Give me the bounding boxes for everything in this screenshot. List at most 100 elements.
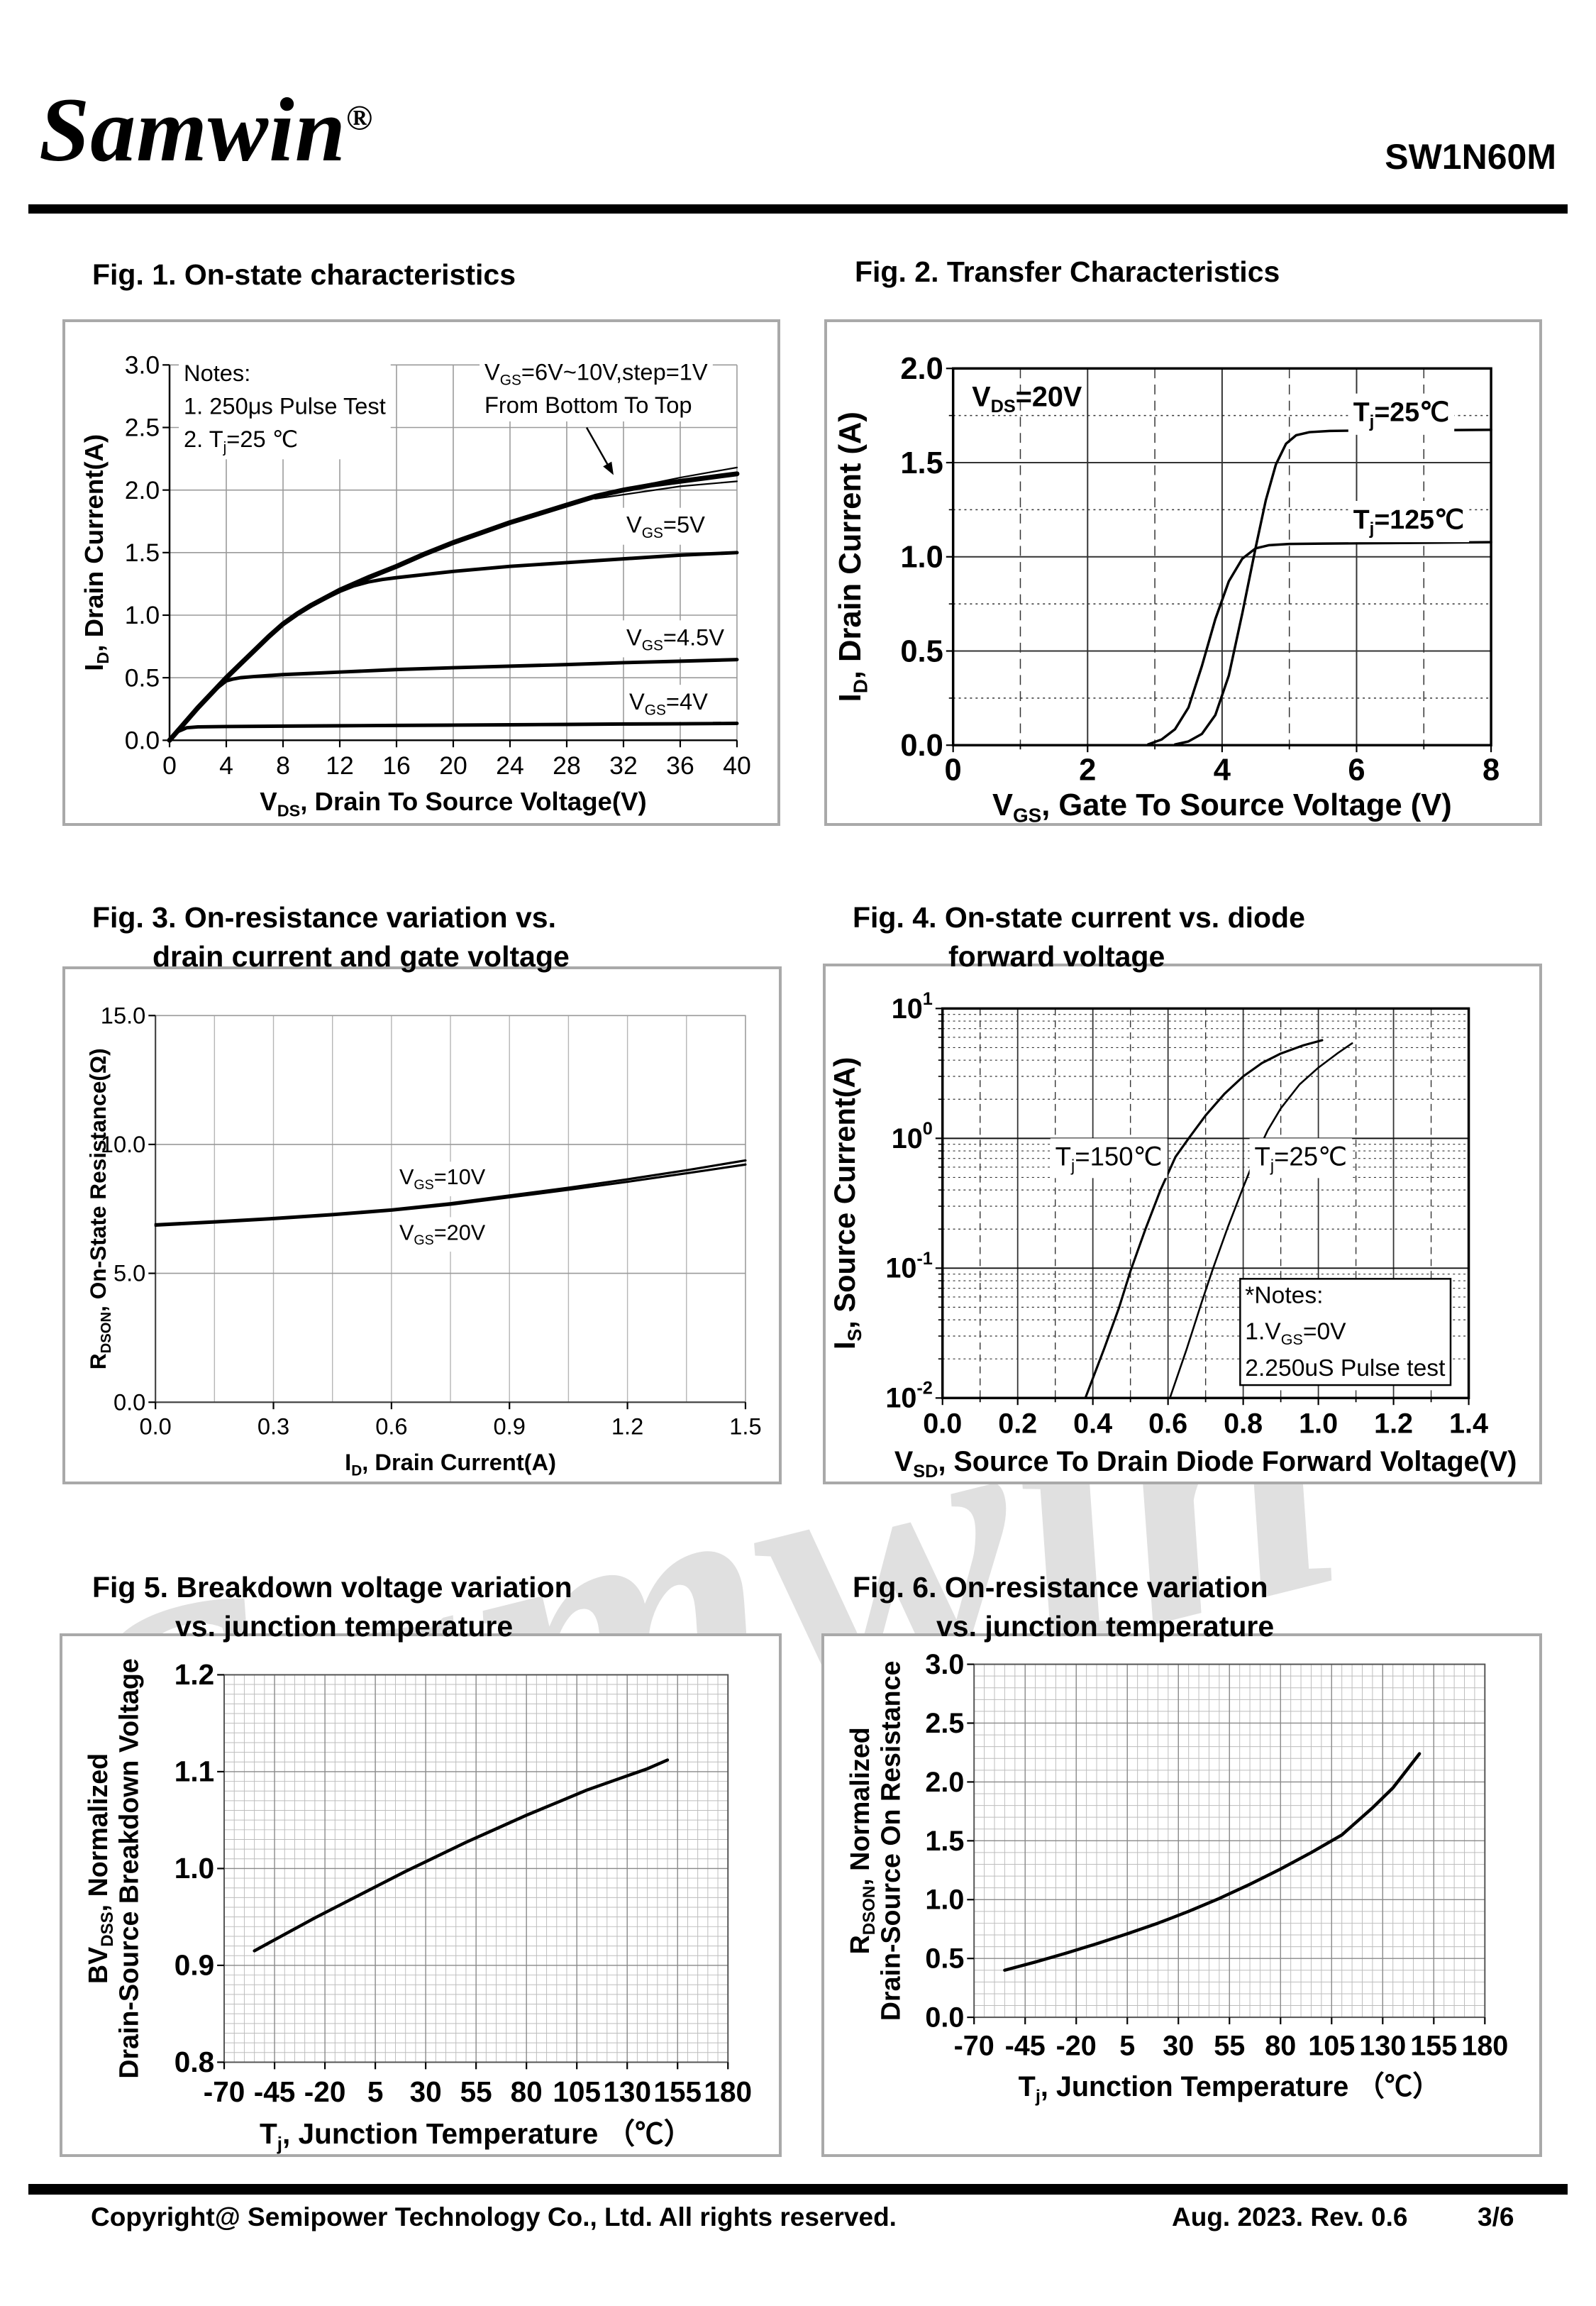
svg-text:80: 80 xyxy=(511,2075,543,2108)
svg-text:Tj=125℃: Tj=125℃ xyxy=(1353,504,1464,539)
svg-text:80: 80 xyxy=(1265,2031,1296,2062)
svg-text:RDSON, On-State Resistance(Ω): RDSON, On-State Resistance(Ω) xyxy=(85,1048,114,1369)
svg-text:BVDSS, Normalized: BVDSS, Normalized xyxy=(83,1753,117,1984)
svg-text:ID, Drain Current(A): ID, Drain Current(A) xyxy=(79,434,112,671)
svg-text:0.4: 0.4 xyxy=(1073,1408,1112,1440)
svg-text:Tj, Junction Temperature （℃）: Tj, Junction Temperature （℃） xyxy=(1019,2071,1441,2107)
svg-text:0.5: 0.5 xyxy=(125,663,160,692)
svg-text:VGS=10V: VGS=10V xyxy=(399,1165,486,1193)
svg-text:-70: -70 xyxy=(204,2075,245,2108)
svg-text:180: 180 xyxy=(1461,2031,1508,2062)
svg-text:10-2: 10-2 xyxy=(885,1379,933,1414)
svg-text:1.VGS=0V: 1.VGS=0V xyxy=(1245,1319,1346,1348)
svg-text:3.0: 3.0 xyxy=(125,351,160,379)
svg-text:2.0: 2.0 xyxy=(900,352,943,386)
svg-text:5.0: 5.0 xyxy=(113,1260,145,1286)
svg-text:16: 16 xyxy=(382,751,411,780)
fig2-title: Fig. 2. Transfer Characteristics xyxy=(855,255,1280,288)
registered-mark-icon: ® xyxy=(345,97,374,138)
svg-text:2.0: 2.0 xyxy=(125,476,160,504)
svg-text:8: 8 xyxy=(276,751,290,780)
svg-text:0.8: 0.8 xyxy=(1224,1408,1263,1440)
svg-text:130: 130 xyxy=(603,2075,651,2108)
svg-text:1.4: 1.4 xyxy=(1449,1408,1488,1440)
part-number: SW1N60M xyxy=(1385,137,1556,177)
fig3-title: Fig. 3. On-resistance variation vs. drain… xyxy=(92,901,570,973)
svg-text:40: 40 xyxy=(723,751,751,780)
svg-text:0.5: 0.5 xyxy=(925,1943,964,1975)
svg-text:2.250uS Pulse test: 2.250uS Pulse test xyxy=(1245,1355,1446,1381)
svg-text:Tj=150℃: Tj=150℃ xyxy=(1055,1142,1163,1174)
svg-text:1.5: 1.5 xyxy=(729,1413,761,1440)
svg-text:VGS, Gate To Source Voltage (: VGS, Gate To Source Voltage (V) xyxy=(992,788,1452,823)
svg-text:8: 8 xyxy=(1483,754,1500,788)
svg-text:0.9: 0.9 xyxy=(494,1413,526,1440)
footer-page-number: 3/6 xyxy=(1478,2202,1514,2231)
svg-text:Tj=25℃: Tj=25℃ xyxy=(1255,1142,1348,1174)
svg-text:1.0: 1.0 xyxy=(174,1852,214,1885)
svg-text:2.0: 2.0 xyxy=(925,1767,964,1798)
svg-text:1.5: 1.5 xyxy=(125,539,160,567)
brand-logo: Samwin® xyxy=(39,78,373,182)
svg-text:Tj=25℃: Tj=25℃ xyxy=(1353,397,1450,431)
svg-text:1.1: 1.1 xyxy=(174,1755,214,1788)
svg-text:2. Tj=25 ℃: 2. Tj=25 ℃ xyxy=(184,426,298,456)
svg-text:Drain-Source On Resistance: Drain-Source On Resistance xyxy=(875,1661,905,2021)
svg-text:10.0: 10.0 xyxy=(101,1131,146,1157)
svg-text:6: 6 xyxy=(1348,754,1365,788)
fig5-title: Fig 5. Breakdown voltage variation vs. ju… xyxy=(92,1571,572,1643)
svg-text:From Bottom To Top: From Bottom To Top xyxy=(484,392,692,418)
svg-text:0.9: 0.9 xyxy=(174,1949,214,1982)
svg-text:36: 36 xyxy=(666,751,694,780)
svg-text:0.0: 0.0 xyxy=(925,2002,964,2034)
svg-text:0.0: 0.0 xyxy=(139,1413,171,1440)
svg-text:180: 180 xyxy=(704,2075,752,2108)
svg-text:VGS=6V~10V,step=1V: VGS=6V~10V,step=1V xyxy=(484,358,708,388)
svg-text:VGS=5V: VGS=5V xyxy=(626,512,705,541)
svg-text:-20: -20 xyxy=(304,2075,346,2108)
fig6-title: Fig. 6. On-resistance variation vs. junct… xyxy=(853,1571,1275,1643)
fig1-title: Fig. 1. On-state characteristics xyxy=(92,258,516,291)
svg-text:0.5: 0.5 xyxy=(900,634,943,668)
svg-text:RDSON, Normalized: RDSON, Normalized xyxy=(845,1727,879,1954)
footer-revision: Aug. 2023. Rev. 0.6 xyxy=(1172,2202,1408,2231)
fig2-chart: 0 2 4 6 8 0.0 0.5 1.0 1.5 2.0 VGS, Gate To Source … xyxy=(824,319,1542,826)
svg-text:1.2: 1.2 xyxy=(1374,1408,1413,1440)
svg-text:1. 250μs Pulse Test: 1. 250μs Pulse Test xyxy=(184,393,386,419)
svg-text:1.0: 1.0 xyxy=(1299,1408,1338,1440)
svg-text:VSD, Source To Drain Diode For: VSD, Source To Drain Diode Forward Volta… xyxy=(894,1446,1517,1482)
svg-text:Tj, Junction Temperature （℃）: Tj, Junction Temperature （℃） xyxy=(260,2117,692,2154)
svg-text:0.3: 0.3 xyxy=(257,1413,289,1440)
svg-text:0.0: 0.0 xyxy=(900,729,943,763)
svg-text:0: 0 xyxy=(162,751,177,780)
svg-text:VGS=4V: VGS=4V xyxy=(629,688,708,718)
svg-text:5: 5 xyxy=(1119,2031,1135,2062)
svg-text:100: 100 xyxy=(892,1119,933,1154)
svg-text:0.6: 0.6 xyxy=(375,1413,407,1440)
fig4-title: Fig. 4. On-state current vs. diode forwar… xyxy=(853,901,1305,973)
svg-text:4: 4 xyxy=(1214,754,1231,788)
header-rule xyxy=(28,204,1568,214)
svg-text:-45: -45 xyxy=(254,2075,296,2108)
svg-text:1.2: 1.2 xyxy=(174,1658,214,1691)
svg-text:105: 105 xyxy=(1308,2031,1355,2062)
svg-text:0.2: 0.2 xyxy=(998,1408,1037,1440)
svg-text:55: 55 xyxy=(1214,2031,1245,2062)
fig6-chart: -70 -45 -20 5 30 55 80 105 130 155 180 0.0 0.5 1.0 1.5… xyxy=(821,1633,1542,2157)
svg-text:ID, Drain Current(A): ID, Drain Current(A) xyxy=(345,1449,556,1479)
svg-text:-45: -45 xyxy=(1005,2031,1046,2062)
svg-text:Drain-Source Breakdown Voltage: Drain-Source Breakdown Voltage xyxy=(113,1658,143,2078)
svg-text:0.0: 0.0 xyxy=(125,726,160,754)
svg-text:1.5: 1.5 xyxy=(900,446,943,480)
svg-text:3.0: 3.0 xyxy=(925,1649,964,1680)
svg-text:VDS, Drain To Source Voltage(V: VDS, Drain To Source Voltage(V) xyxy=(260,787,646,820)
svg-text:VGS=4.5V: VGS=4.5V xyxy=(626,624,724,653)
svg-text:24: 24 xyxy=(496,751,524,780)
svg-text:4: 4 xyxy=(219,751,233,780)
footer-rule xyxy=(28,2184,1568,2195)
svg-text:20: 20 xyxy=(439,751,467,780)
svg-text:32: 32 xyxy=(609,751,638,780)
svg-text:55: 55 xyxy=(460,2075,492,2108)
svg-text:15.0: 15.0 xyxy=(101,1002,146,1028)
